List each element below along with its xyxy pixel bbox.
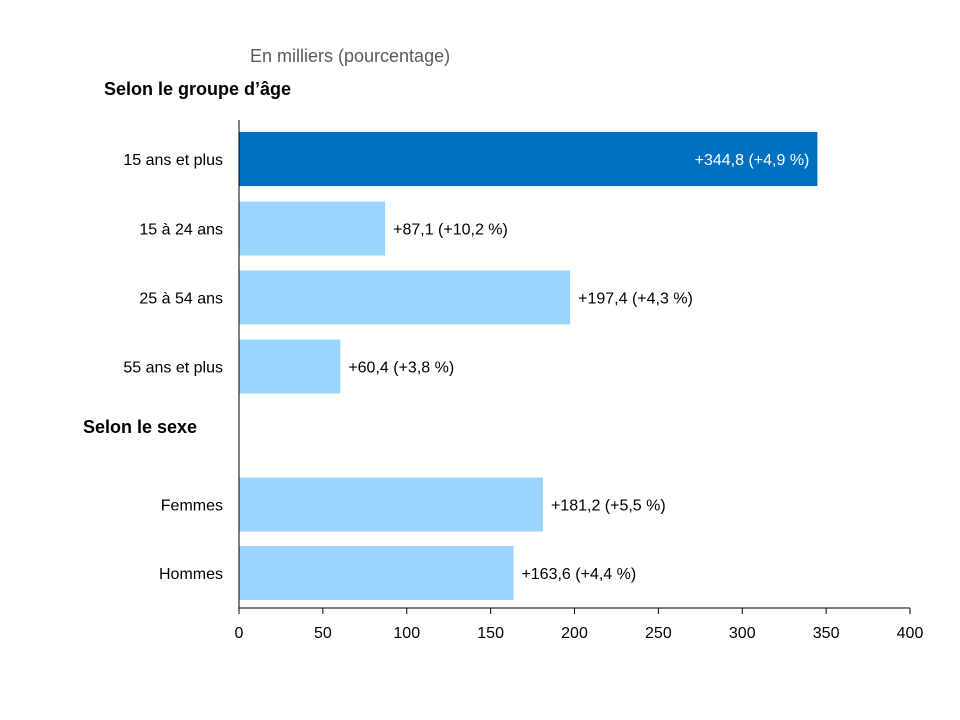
data-label: +197,4 (+4,3 %): [578, 291, 693, 308]
x-tick-label: 50: [314, 625, 332, 642]
category-label: 15 à 24 ans: [139, 222, 223, 239]
axes-layer: 0 50 100 150 200 250 300 350 400: [235, 120, 924, 642]
x-tick-label: 350: [813, 625, 840, 642]
category-label: 25 à 54 ans: [139, 291, 223, 308]
chart-subtitle: En milliers (pourcentage): [250, 46, 450, 66]
x-tick-label: 300: [729, 625, 756, 642]
bar-15-ans-et-plus: [239, 132, 818, 186]
bar-25-a-54-ans: [239, 270, 571, 325]
bar-15-a-24-ans: [239, 201, 386, 256]
bars-layer: 15 ans et plus +344,8 (+4,9 %) 15 à 24 ans…: [123, 132, 818, 600]
x-tick-label: 250: [645, 625, 672, 642]
x-tick-label: 400: [897, 625, 924, 642]
x-tick-label: 200: [561, 625, 588, 642]
category-label: 55 ans et plus: [123, 360, 223, 377]
category-label: Hommes: [159, 566, 223, 583]
group-label-age: Selon le groupe d’âge: [104, 79, 291, 99]
group-label-sex: Selon le sexe: [83, 417, 197, 437]
x-tick-label: 100: [393, 625, 420, 642]
x-tick-label: 0: [235, 625, 244, 642]
data-label: +181,2 (+5,5 %): [551, 498, 666, 515]
category-label: Femmes: [161, 498, 223, 515]
data-label: +344,8 (+4,9 %): [695, 152, 810, 169]
data-label: +163,6 (+4,4 %): [521, 566, 636, 583]
bar-55-ans-et-plus: [239, 339, 341, 394]
x-tick-label: 150: [477, 625, 504, 642]
data-label: +60,4 (+3,8 %): [348, 360, 454, 377]
data-label: +87,1 (+10,2 %): [393, 222, 508, 239]
bar-femmes: [239, 477, 543, 532]
category-label: 15 ans et plus: [123, 152, 223, 169]
bar-hommes: [239, 546, 514, 600]
